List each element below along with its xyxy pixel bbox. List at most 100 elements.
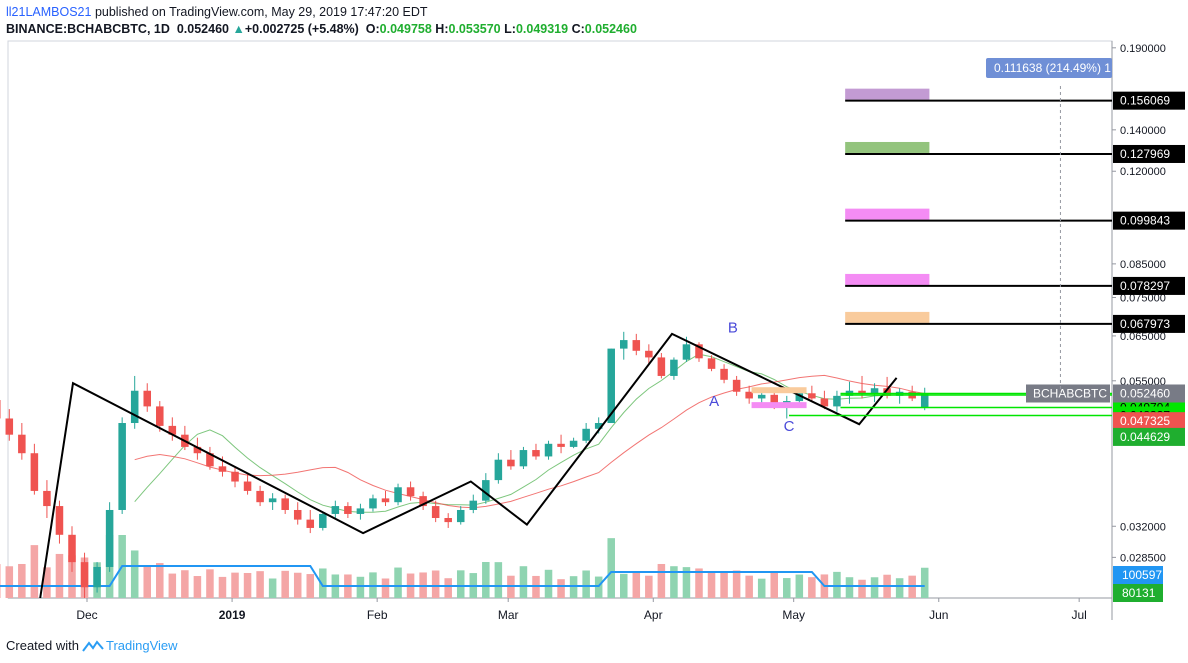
volume-bar — [795, 574, 804, 598]
candle-body — [268, 498, 277, 503]
candle-body — [883, 388, 891, 396]
volume-bar — [494, 562, 503, 598]
volume-bar — [607, 538, 615, 598]
candle-body — [820, 398, 829, 407]
candle-body — [156, 406, 164, 426]
candle-body — [795, 393, 804, 402]
candle-body — [193, 446, 202, 454]
measure-box — [986, 58, 1112, 78]
volume-bar — [833, 571, 841, 598]
volume-bar — [156, 563, 164, 598]
volume-bar — [895, 578, 904, 598]
candle-body — [18, 434, 26, 454]
volume-bar — [281, 570, 289, 598]
pattern-zigzag-line — [39, 332, 898, 599]
symbol-name: BINANCE:BCHABCBTC, 1D — [6, 22, 170, 36]
candle-body — [30, 453, 39, 491]
volume-bar — [444, 578, 452, 598]
volume-bar — [206, 569, 214, 598]
candle-body — [732, 379, 741, 392]
y-tick-label: 0.065000 — [1120, 331, 1166, 343]
price-tag — [1113, 412, 1185, 431]
candle-body — [482, 480, 490, 501]
candle-body — [557, 443, 565, 447]
candle-body — [369, 498, 377, 509]
candle-body — [582, 428, 590, 441]
volume-tag — [1113, 584, 1163, 602]
volume-bar — [268, 578, 277, 598]
symbol-legend: BINANCE:BCHABCBTC, 1D 0.052460 ▲+0.00272… — [6, 22, 637, 36]
price-tag-label: 0.047325 — [1120, 414, 1170, 428]
x-tick-label: Feb — [367, 608, 388, 622]
candle-body — [695, 344, 703, 359]
candle-body — [632, 340, 641, 351]
candle-body — [419, 496, 427, 507]
target-price-tag — [1113, 276, 1185, 295]
publish-info: ll21LAMBOS21 published on TradingView.co… — [6, 5, 428, 19]
candle-body — [293, 509, 302, 520]
open-value: 0.049758 — [379, 22, 432, 36]
ma-slow-line — [134, 374, 925, 509]
candle-body — [645, 350, 653, 358]
volume-bar — [356, 576, 365, 598]
target-price-label: 0.078297 — [1120, 279, 1170, 293]
volume-bar — [920, 567, 929, 598]
author-link[interactable]: ll21LAMBOS21 — [6, 5, 92, 19]
target-price-label: 0.099843 — [1120, 214, 1170, 228]
candle-body — [406, 487, 415, 497]
published-text: published on TradingView.com, May 29, 20… — [91, 5, 428, 19]
tradingview-brand-link[interactable]: TradingView — [105, 638, 178, 653]
volume-bar — [682, 567, 691, 598]
candle-body — [105, 509, 114, 567]
volume-bar — [143, 566, 152, 598]
y-tick-label: 0.075000 — [1120, 292, 1166, 304]
volume-bar — [582, 570, 590, 598]
target-price-tag — [1113, 314, 1185, 333]
volume-bar — [43, 567, 51, 598]
candle-body — [507, 459, 515, 467]
candle-body — [607, 348, 615, 424]
wave-label: B — [728, 320, 738, 337]
x-tick-label: May — [782, 608, 805, 622]
volume-bar — [130, 550, 139, 598]
last-price: 0.052460 — [176, 22, 229, 36]
low-value: 0.049319 — [515, 22, 569, 36]
candle-body — [218, 466, 227, 472]
volume-tag-label: 100597 — [1122, 568, 1162, 582]
volume-bar — [381, 578, 390, 598]
price-tag-label: 0.044629 — [1120, 430, 1170, 444]
candle-body — [456, 509, 465, 523]
candle-body — [519, 450, 528, 467]
volume-bar — [30, 545, 39, 598]
price-change: +0.002725 (+5.48%) — [244, 22, 359, 36]
candle-body — [55, 506, 64, 535]
candle-body — [5, 418, 14, 435]
volume-bar — [745, 575, 753, 598]
candle-body — [80, 562, 89, 588]
candle-body — [130, 390, 139, 424]
volume-bar — [218, 576, 227, 598]
target-zone — [845, 141, 930, 153]
candle-body — [920, 393, 929, 409]
candle-body — [682, 344, 691, 360]
volume-bar — [456, 570, 465, 598]
x-tick-label: Mar — [498, 608, 519, 622]
y-tick-label: 0.190000 — [1120, 43, 1166, 55]
volume-bar — [293, 572, 302, 598]
candle-body — [356, 508, 365, 514]
volume-bar — [431, 570, 440, 598]
candle-body — [720, 368, 728, 380]
volume-bar — [18, 563, 26, 598]
volume-bar — [55, 553, 64, 598]
entry-zone — [751, 402, 807, 409]
y-tick-label: 0.032000 — [1120, 521, 1166, 533]
target-price-label: 0.156069 — [1120, 94, 1170, 108]
volume-bar — [808, 577, 816, 598]
volume-bar — [757, 578, 766, 598]
volume-bar — [68, 555, 76, 598]
candle-body — [168, 425, 177, 435]
candle-body — [143, 390, 152, 407]
close-label: C: — [571, 22, 585, 36]
volume-tag-label: 80131 — [1122, 586, 1156, 600]
